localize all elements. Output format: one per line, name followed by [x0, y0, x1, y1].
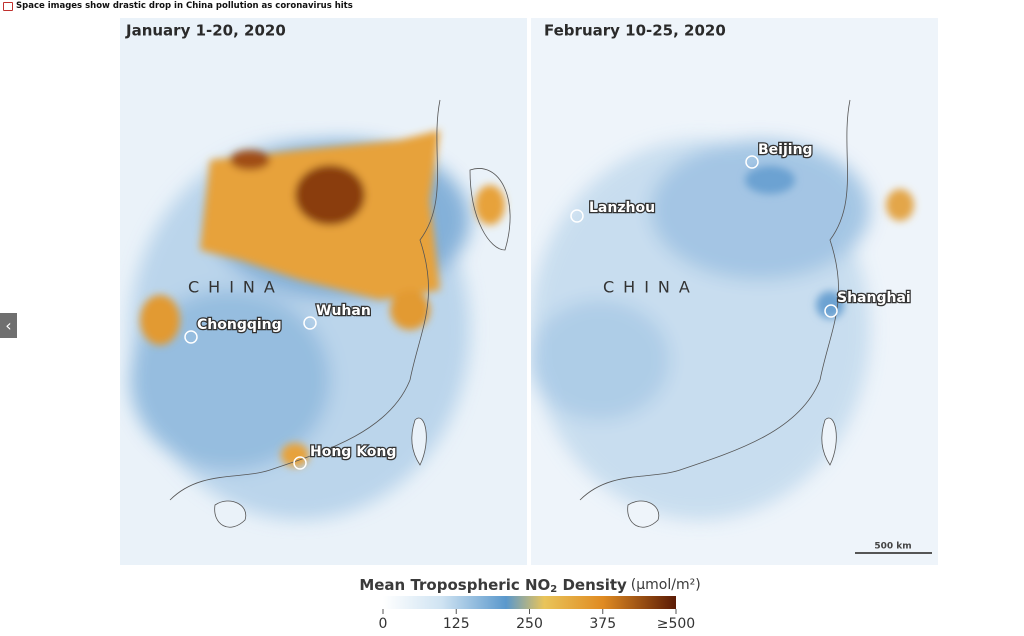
- city-label: Shanghai: [837, 290, 911, 306]
- colorbar: [383, 596, 676, 609]
- scale-label: 500 km: [874, 542, 911, 552]
- map-january: [120, 18, 527, 565]
- colorbar-tick-label: 0: [379, 616, 388, 632]
- legend-unit: (µmol/m²): [631, 577, 701, 593]
- map-title: January 1-20, 2020: [125, 22, 286, 40]
- colorbar-tick-label: 375: [589, 616, 616, 632]
- city-marker: [303, 316, 317, 330]
- city-label: Chongqing: [197, 317, 282, 333]
- city-label: Beijing: [758, 142, 813, 158]
- header: Space images show drastic drop in China …: [3, 1, 353, 11]
- map-title: February 10-25, 2020: [544, 22, 726, 40]
- city-marker: [570, 209, 584, 223]
- colorbar-tick-label: 250: [516, 616, 543, 632]
- colorbar-tick-label: ≥500: [657, 616, 695, 632]
- city-marker: [745, 155, 759, 169]
- gallery-icon: [3, 1, 13, 11]
- city-label: Hong Kong: [310, 444, 396, 460]
- headline: Space images show drastic drop in China …: [16, 1, 353, 11]
- legend-title-main: Mean Tropospheric NO: [359, 576, 550, 594]
- country-label: CHINA: [603, 278, 699, 297]
- city-label: Lanzhou: [589, 200, 655, 216]
- city-marker: [184, 330, 198, 344]
- city-marker: [293, 456, 307, 470]
- legend-title: Mean Tropospheric NO2 Density (µmol/m²): [359, 576, 700, 596]
- country-label: CHINA: [188, 278, 284, 297]
- city-marker: [824, 304, 838, 318]
- previous-button[interactable]: ‹: [0, 313, 17, 338]
- city-label: Wuhan: [316, 303, 371, 319]
- legend-title-rest: Density: [557, 576, 627, 594]
- legend-subscript: 2: [550, 584, 557, 595]
- colorbar-tick-label: 125: [443, 616, 470, 632]
